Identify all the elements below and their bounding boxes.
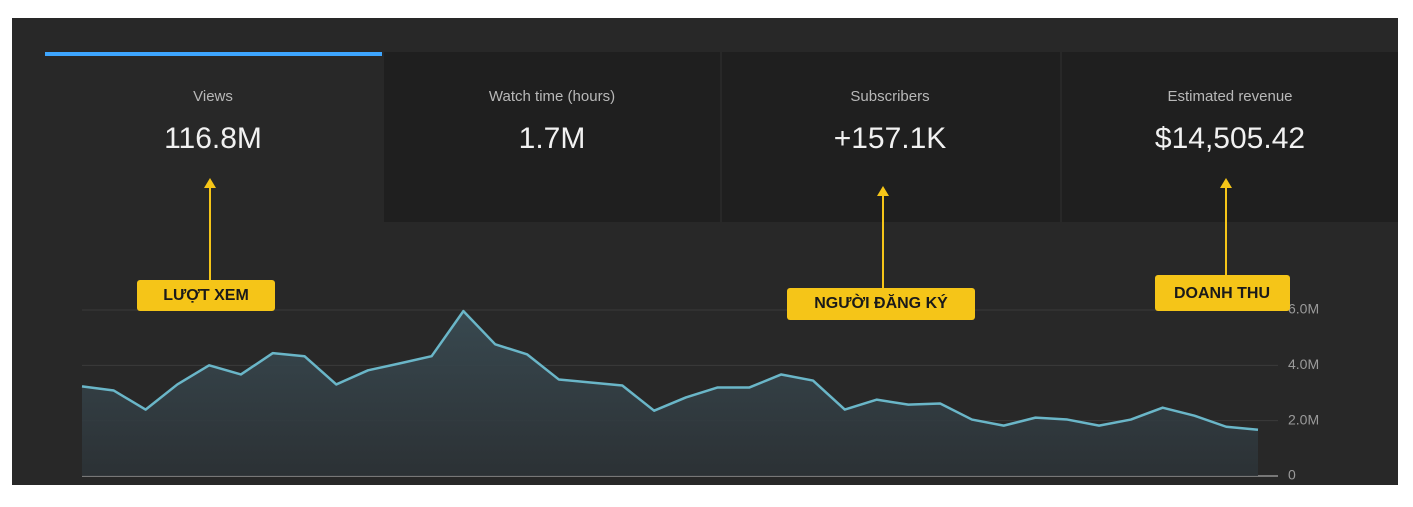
tab-indicator: [45, 52, 382, 56]
annotation-box: [1155, 275, 1290, 311]
tab-label: Watch time (hours): [489, 88, 615, 105]
tab-value: 116.8M: [164, 122, 262, 155]
tab-label: Estimated revenue: [1167, 88, 1292, 105]
annotation: [204, 178, 1232, 288]
tab[interactable]: [722, 52, 1060, 222]
y-tick-label: 6.0M: [1288, 301, 1319, 317]
arrowhead: [204, 178, 216, 188]
arrowhead: [877, 186, 889, 196]
annotation-text: LƯỢT XEM: [163, 287, 249, 304]
tab-value: +157.1K: [834, 122, 947, 155]
y-tick-label: 0: [1288, 467, 1296, 483]
tab-label: Subscribers: [850, 88, 929, 105]
arrowhead: [1220, 178, 1232, 188]
y-tick-label: 2.0M: [1288, 411, 1319, 427]
tab-label: Views: [193, 88, 233, 105]
line: [81, 309, 1259, 432]
annotation-text: NGƯỜI ĐĂNG KÝ: [814, 293, 948, 312]
tab[interactable]: [384, 52, 720, 222]
tab[interactable]: [45, 52, 382, 222]
area: [82, 311, 1258, 476]
annotation-box: [137, 280, 275, 311]
chart: 0 2.0M 4.0M 6.0M: [81, 301, 1319, 483]
tab[interactable]: [1062, 52, 1398, 222]
annotation-box: [787, 288, 975, 320]
annotation-text: DOANH THU: [1174, 285, 1270, 302]
y-tick-label: 4.0M: [1288, 356, 1319, 372]
tab-value: $14,505.42: [1155, 122, 1305, 155]
tab-value: 1.7M: [519, 122, 586, 155]
